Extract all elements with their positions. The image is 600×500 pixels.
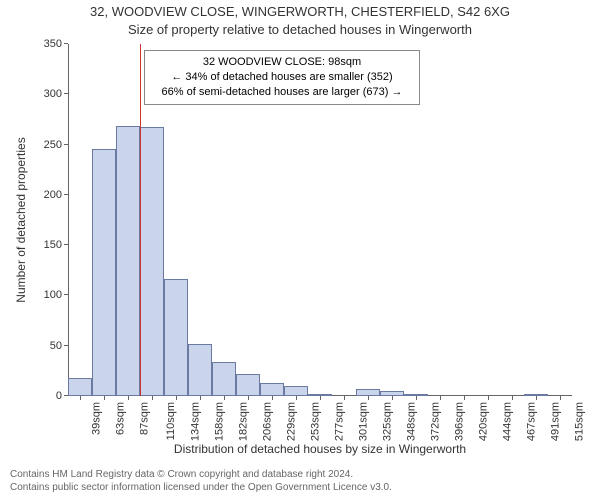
y-tick-mark <box>64 144 68 145</box>
histogram-bar <box>356 389 380 396</box>
y-tick-label: 300 <box>44 88 62 100</box>
x-tick-mark <box>488 396 489 400</box>
x-tick-mark <box>392 396 393 400</box>
reference-line <box>140 44 141 396</box>
x-tick-label: 206sqm <box>262 402 274 441</box>
x-tick-mark <box>104 396 105 400</box>
x-tick-mark <box>416 396 417 400</box>
y-tick-label: 50 <box>50 340 62 352</box>
x-tick-label: 229sqm <box>285 402 297 441</box>
x-tick-label: 182sqm <box>238 402 250 441</box>
y-tick-mark <box>64 93 68 94</box>
annotation-line3: 66% of semi-detached houses are larger (… <box>151 85 413 100</box>
histogram-chart: 32, WOODVIEW CLOSE, WINGERWORTH, CHESTER… <box>0 0 600 500</box>
y-tick-mark <box>64 244 68 245</box>
x-tick-label: 158sqm <box>214 402 226 441</box>
x-tick-label: 467sqm <box>525 402 537 441</box>
histogram-bar <box>284 386 308 396</box>
y-tick-label: 150 <box>44 239 62 251</box>
y-tick-label: 100 <box>44 289 62 301</box>
footer-attribution: Contains HM Land Registry data © Crown c… <box>10 468 392 494</box>
x-tick-label: 39sqm <box>91 402 103 435</box>
x-tick-label: 372sqm <box>429 402 441 441</box>
annotation-line2: ← 34% of detached houses are smaller (35… <box>151 70 413 85</box>
x-tick-mark <box>512 396 513 400</box>
y-axis-label-container: Number of detached properties <box>14 44 28 396</box>
histogram-bar <box>68 378 92 396</box>
x-tick-label: 325sqm <box>382 402 394 441</box>
x-tick-mark <box>464 396 465 400</box>
x-tick-mark <box>560 396 561 400</box>
histogram-bar <box>260 383 284 396</box>
x-tick-mark <box>368 396 369 400</box>
chart-title-line1: 32, WOODVIEW CLOSE, WINGERWORTH, CHESTER… <box>0 4 600 19</box>
x-tick-label: 515sqm <box>573 402 585 441</box>
histogram-bar <box>188 344 212 396</box>
x-tick-mark <box>296 396 297 400</box>
annotation-box: 32 WOODVIEW CLOSE: 98sqm← 34% of detache… <box>144 50 420 105</box>
x-tick-mark <box>128 396 129 400</box>
histogram-bar <box>308 394 332 396</box>
x-tick-label: 277sqm <box>334 402 346 441</box>
y-axis-label: Number of detached properties <box>14 137 28 302</box>
y-tick-label: 200 <box>44 189 62 201</box>
x-tick-label: 134sqm <box>189 402 201 441</box>
histogram-bar <box>380 391 404 396</box>
x-tick-mark <box>80 396 81 400</box>
y-tick-mark <box>64 43 68 44</box>
x-tick-mark <box>344 396 345 400</box>
histogram-bar <box>164 279 188 396</box>
histogram-bar <box>236 374 260 396</box>
x-tick-label: 396sqm <box>454 402 466 441</box>
y-tick-label: 350 <box>44 38 62 50</box>
histogram-bar <box>524 394 548 396</box>
y-tick-mark <box>64 345 68 346</box>
footer-line1: Contains HM Land Registry data © Crown c… <box>10 468 392 481</box>
histogram-bar <box>404 394 428 396</box>
y-tick-label: 250 <box>44 139 62 151</box>
x-tick-label: 444sqm <box>502 402 514 441</box>
x-tick-label: 301sqm <box>358 402 370 441</box>
chart-title-line2: Size of property relative to detached ho… <box>0 22 600 37</box>
x-tick-label: 63sqm <box>115 402 127 435</box>
x-tick-mark <box>200 396 201 400</box>
x-tick-mark <box>536 396 537 400</box>
x-tick-mark <box>320 396 321 400</box>
x-tick-mark <box>224 396 225 400</box>
histogram-bar <box>92 149 116 396</box>
x-tick-mark <box>440 396 441 400</box>
y-tick-label: 0 <box>56 390 62 402</box>
x-tick-mark <box>248 396 249 400</box>
annotation-line1: 32 WOODVIEW CLOSE: 98sqm <box>151 55 413 70</box>
x-tick-label: 87sqm <box>139 402 151 435</box>
x-tick-mark <box>272 396 273 400</box>
y-tick-mark <box>64 294 68 295</box>
x-tick-mark <box>176 396 177 400</box>
plot-area: 05010015020025030035039sqm63sqm87sqm110s… <box>68 44 572 396</box>
x-tick-label: 420sqm <box>478 402 490 441</box>
x-axis-label: Distribution of detached houses by size … <box>68 442 572 456</box>
x-tick-label: 253sqm <box>309 402 321 441</box>
x-tick-label: 348sqm <box>405 402 417 441</box>
y-tick-mark <box>64 194 68 195</box>
histogram-bar <box>116 126 140 396</box>
histogram-bar <box>140 127 164 396</box>
x-tick-label: 491sqm <box>549 402 561 441</box>
footer-line2: Contains public sector information licen… <box>10 481 392 494</box>
x-tick-mark <box>152 396 153 400</box>
histogram-bar <box>212 362 236 396</box>
x-tick-label: 110sqm <box>165 402 177 440</box>
